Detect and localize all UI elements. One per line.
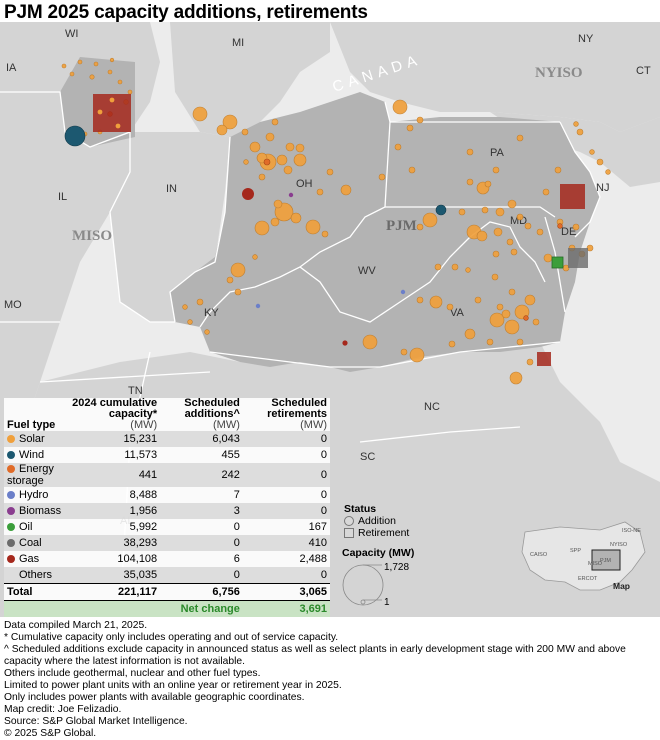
label-ct: CT xyxy=(636,65,651,77)
table-row: Biomass 1,956 3 0 xyxy=(4,503,330,519)
label-ia: IA xyxy=(6,62,17,74)
footnote-line: © 2025 S&P Global. xyxy=(4,728,97,739)
svg-text:Map: Map xyxy=(613,581,630,591)
svg-text:NYISO: NYISO xyxy=(610,542,628,548)
svg-text:MISO: MISO xyxy=(588,561,603,567)
table-row: Others 35,035 0 0 xyxy=(4,567,330,584)
table-row: Energy storage 441 242 0 xyxy=(4,463,330,487)
land-canada-ny xyxy=(330,22,660,132)
header-cum: 2024 cumulative capacity* (MW) xyxy=(72,397,158,431)
footnote-line: ^ Scheduled additions exclude capacity i… xyxy=(4,644,626,667)
total-row: Total 221,117 6,756 3,065 xyxy=(4,583,330,601)
svg-text:PJM: PJM xyxy=(600,558,611,564)
footnote-line: Source: S&P Global Market Intelligence. xyxy=(4,716,188,727)
label-wv: WV xyxy=(358,265,376,277)
gas-additions xyxy=(242,188,348,346)
label-wi: WI xyxy=(65,28,78,40)
capacity-table: Fuel type 2024 cumulative capacity* (MW)… xyxy=(4,398,330,617)
coal-retirements xyxy=(568,248,588,268)
solar-additions xyxy=(61,57,611,385)
svg-text:ERCOT: ERCOT xyxy=(578,576,598,582)
footnote-line: Limited to power plant units with an onl… xyxy=(4,680,342,691)
oil-retirements xyxy=(551,256,564,269)
land-michigan xyxy=(170,22,330,137)
capacity-legend-circles xyxy=(342,564,384,606)
footnote-line: Data compiled March 21, 2025. xyxy=(4,620,148,631)
label-nc: NC xyxy=(424,401,440,413)
header-fuel: Fuel type xyxy=(7,419,56,431)
label-sc: SC xyxy=(360,451,375,463)
label-mo: MO xyxy=(4,299,22,311)
label-nj: NJ xyxy=(596,182,609,194)
table-row: Solar 15,231 6,043 0 xyxy=(4,431,330,447)
svg-text:CAISO: CAISO xyxy=(530,552,548,558)
footnotes: Data compiled March 21, 2025. * Cumulativ… xyxy=(4,620,656,740)
label-de: DE xyxy=(561,226,576,238)
footnote-line: * Cumulative capacity only includes oper… xyxy=(4,632,339,643)
header-add: Scheduled additions^ (MW) xyxy=(184,397,240,431)
svg-text:SPP: SPP xyxy=(570,548,581,554)
label-mi: MI xyxy=(232,37,244,49)
table-row: Coal 38,293 0 410 xyxy=(4,535,330,551)
hydro-additions xyxy=(255,289,406,309)
table-row: Oil 5,992 0 167 xyxy=(4,519,330,535)
map-title: PJM 2025 capacity additions, retirements xyxy=(4,2,368,23)
wind-additions xyxy=(64,125,447,216)
label-ny: NY xyxy=(578,33,594,45)
footnote-line: Map credit: Joe Felizadio. xyxy=(4,704,122,715)
label-in: IN xyxy=(166,183,177,195)
retirement-swatch xyxy=(344,528,354,538)
label-oh: OH xyxy=(296,178,313,190)
label-ky: KY xyxy=(204,307,219,319)
capacity-legend: Capacity (MW) 1,728 1 xyxy=(342,547,415,608)
us-inset-map: CAISO SPP MISO ERCOT PJM NYISO ISO-NE Ma… xyxy=(521,521,646,591)
table-row: Gas 104,108 6 2,488 xyxy=(4,551,330,567)
header-ret: Scheduled retirements (MW) xyxy=(267,397,327,431)
label-nyiso: NYISO xyxy=(535,65,583,81)
label-tn: TN xyxy=(128,385,143,397)
footnote-line: Others include geothermal, nuclear and o… xyxy=(4,668,261,679)
table-row: Hydro 8,488 7 0 xyxy=(4,487,330,503)
biomass-additions xyxy=(288,192,294,198)
label-pa: PA xyxy=(490,147,505,159)
label-va: VA xyxy=(450,307,465,319)
footnote-line: Only includes power plants with availabl… xyxy=(4,692,305,703)
addition-swatch xyxy=(344,516,354,526)
table-row: Wind 11,573 455 0 xyxy=(4,447,330,463)
svg-text:ISO-NE: ISO-NE xyxy=(622,528,641,534)
net-change-row: Net change 3,691 xyxy=(4,600,330,617)
label-miso: MISO xyxy=(72,228,112,244)
status-legend: Status Addition Retirement xyxy=(344,503,410,539)
label-pjm: PJM xyxy=(386,218,417,234)
label-il: IL xyxy=(58,191,67,203)
